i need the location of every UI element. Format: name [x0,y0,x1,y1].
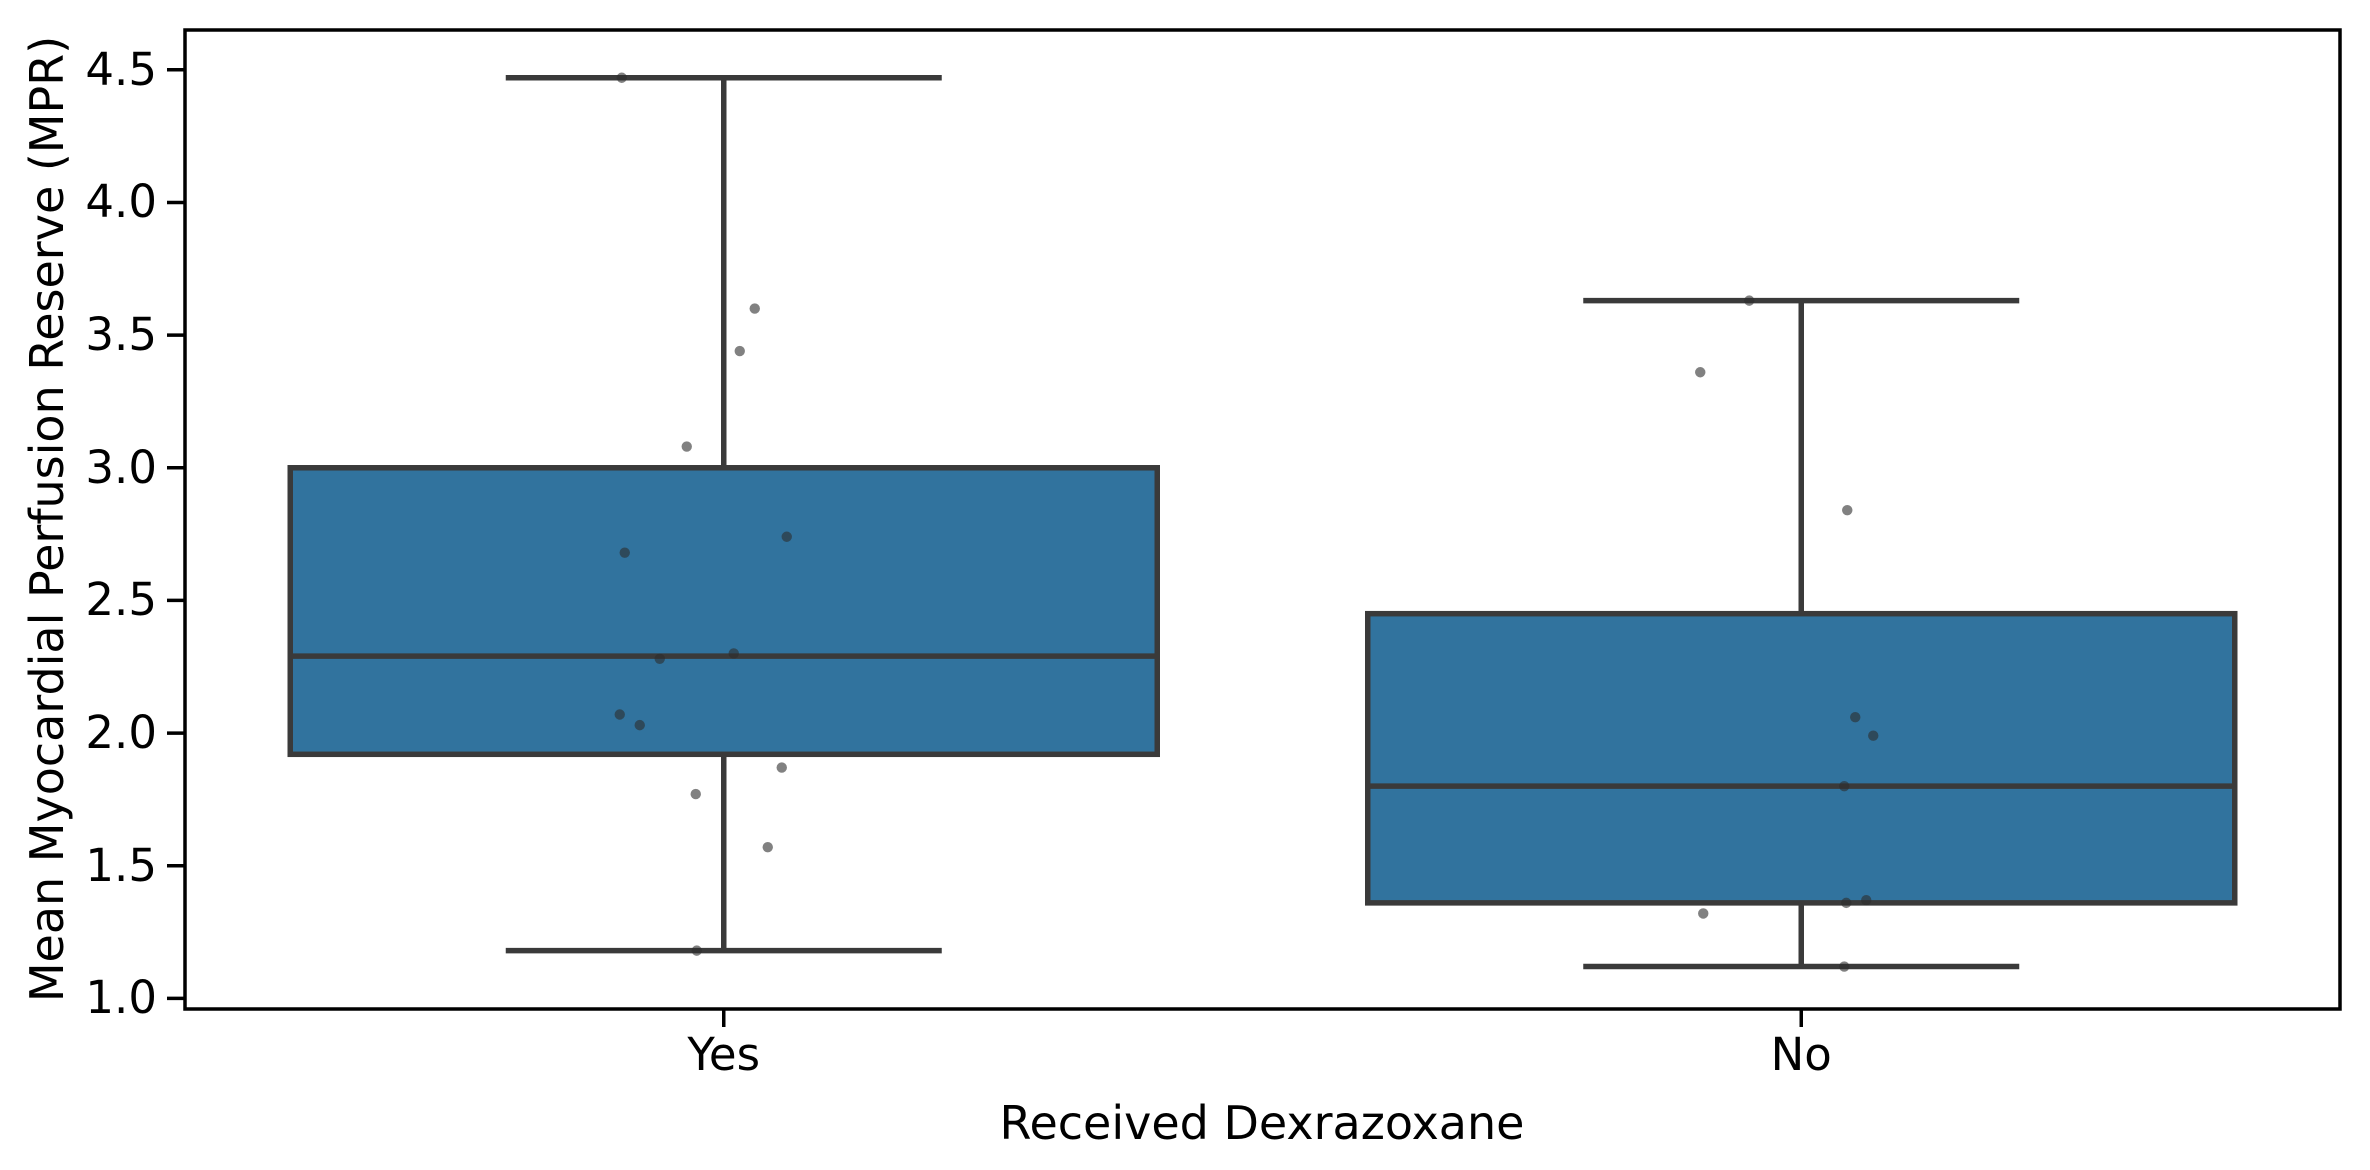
strip-point [749,303,760,314]
strip-point [1695,367,1706,378]
strip-point [1698,908,1709,919]
strip-point [734,345,745,357]
strip-point [1842,505,1853,516]
y-tick-label: 4.5 [85,42,157,96]
strip-point [762,841,773,853]
strip-point [654,653,665,664]
y-tick-label: 2.0 [85,706,157,760]
strip-point [728,648,739,659]
strip-point [1841,897,1852,909]
box-yes [287,465,1160,758]
strip-point [634,719,645,731]
strip-point [776,762,787,773]
strip-point [616,72,627,83]
axes-spines [183,28,2342,1011]
y-tick-label: 1.5 [85,838,157,892]
strip-point [614,709,625,720]
y-tick-label: 3.0 [85,440,157,494]
x-tick-label-no: No [1770,1028,1832,1081]
strip-point [681,441,692,452]
strip-point [781,531,792,542]
strip-point [1839,961,1850,972]
strip-point [1744,295,1755,306]
strip-point [691,945,702,956]
strip-point [1839,780,1850,792]
strip-point [1850,711,1861,723]
y-tick-label: 2.5 [85,573,157,627]
y-tick-label: 1.0 [85,971,157,1025]
y-tick-label: 4.0 [85,175,157,229]
strip-point [1868,730,1879,741]
strip-point [690,788,701,800]
x-tick-label-yes: Yes [687,1028,761,1081]
strip-point [619,547,630,558]
strip-point [1861,895,1872,906]
box-no [1365,610,2238,906]
x-axis-title: Received Dexrazoxane [999,1096,1525,1150]
y-tick-label: 3.5 [85,308,157,362]
